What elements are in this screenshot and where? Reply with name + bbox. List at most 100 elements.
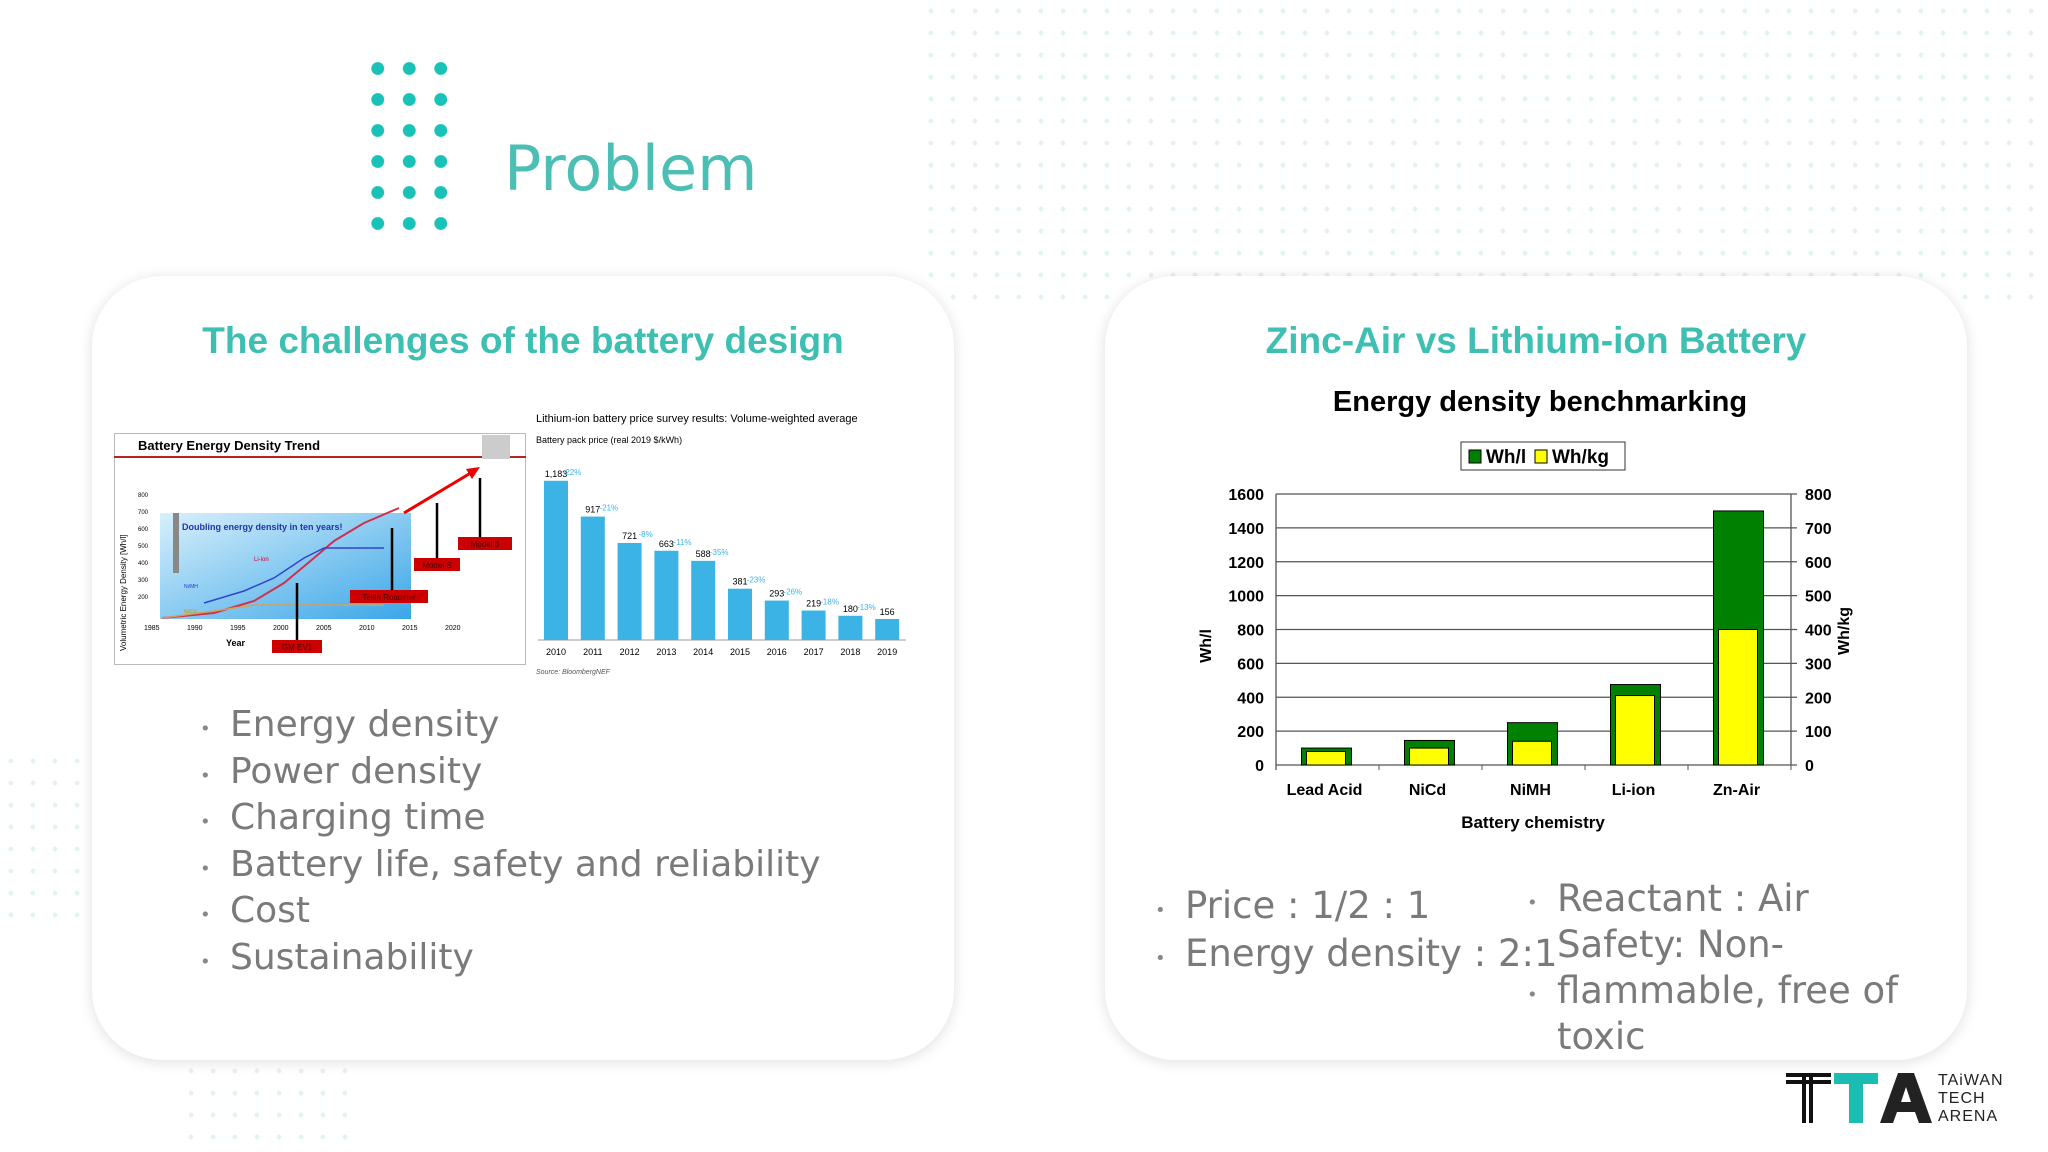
y-tick-label: 1000 [1228, 589, 1264, 606]
trend-series-nimh: Ni/MH [184, 584, 198, 590]
chart-legend [1460, 441, 1626, 471]
challenge-item: Sustainability [200, 935, 821, 982]
trend-callout-label: Model 3 [471, 540, 500, 549]
comparison-item: Energy density : 2:1 [1155, 930, 1558, 978]
page-title: Problem [504, 132, 758, 205]
y-tick-label: 1600 [1228, 487, 1264, 504]
price-bar [801, 610, 826, 640]
price-value-label: 1,183 [545, 469, 568, 479]
price-value-label: 721 [622, 531, 637, 541]
trend-xtick: 2020 [445, 625, 461, 632]
price-year-label: 2019 [877, 647, 897, 657]
challenges-list: Energy densityPower densityCharging time… [200, 702, 821, 981]
price-bar [728, 588, 752, 640]
y-tick-right-label: 300 [1805, 656, 1832, 673]
price-bar [654, 550, 679, 640]
bar-whkg-zn-air [1718, 629, 1758, 766]
price-bar [838, 615, 863, 640]
comparison-item: Safety: Non-flammable, free of toxic [1527, 922, 1967, 1060]
bar-whkg-nimh [1512, 740, 1552, 766]
comparison-card: Zinc-Air vs Lithium-ion Battery Energy d… [1105, 276, 1967, 1060]
challenge-item: Battery life, safety and reliability [200, 842, 821, 889]
battery-price-chart-image: Lithium-ion battery price survey results… [536, 413, 906, 676]
x-category-label: Li-ion [1612, 782, 1656, 799]
bar-whkg-nicd [1409, 747, 1449, 766]
x-category-label: NiCd [1409, 782, 1446, 799]
trend-callout-box [272, 640, 322, 653]
price-bar [764, 600, 789, 640]
decorative-dots-top-right [920, 0, 2048, 300]
price-change-label: -26% [783, 588, 802, 597]
battery-density-trend-image: Battery Energy Density Trend Volumetric … [114, 433, 526, 665]
legend-label-whl: Wh/l [1486, 447, 1526, 468]
price-change-label: -22% [563, 468, 582, 477]
price-source: Source: BloombergNEF [536, 669, 611, 676]
price-change-label: -23% [747, 576, 766, 585]
y-tick-label: 400 [1237, 690, 1264, 707]
bar-whkg-li-ion [1615, 695, 1655, 766]
price-subtitle: Battery pack price (real 2019 $/kWh) [536, 435, 682, 445]
price-value-label: 293 [769, 589, 784, 599]
y-axis-label: Wh/l [1198, 629, 1215, 663]
y-tick-right-label: 800 [1805, 487, 1832, 504]
trend-callout-box [350, 590, 428, 603]
challenge-item: Energy density [200, 702, 821, 749]
trend-ylabel: Volumetric Energy Density [Wh/l] [119, 535, 128, 651]
price-bar [580, 516, 605, 640]
header-dot-grid [362, 53, 458, 233]
y-tick-label: 0 [1255, 758, 1264, 775]
y-tick-right-label: 400 [1805, 623, 1832, 640]
price-change-label: -35% [710, 548, 729, 557]
trend-ytick: 600 [138, 527, 149, 533]
logo-text-taiwan: TAiWAN [1938, 1072, 2004, 1089]
legend-label-whkg: Wh/kg [1552, 447, 1609, 468]
price-year-label: 2012 [620, 647, 640, 657]
y-axis-right-label: Wh/kg [1836, 607, 1853, 655]
comparison-item: Reactant : Air [1527, 876, 1967, 922]
trend-series-nicd: Ni/Cd [184, 609, 197, 615]
price-bar [544, 480, 568, 640]
price-change-label: -8% [638, 530, 652, 539]
y-tick-right-label: 700 [1805, 521, 1832, 538]
trend-callout-box [414, 558, 460, 571]
trend-ytick: 300 [138, 578, 149, 584]
price-value-label: 180 [843, 604, 858, 614]
decorative-dots-bottom [180, 1060, 360, 1152]
trend-ytick: 400 [138, 561, 149, 567]
trend-xlabel: Year [226, 638, 246, 648]
trend-series-li-ion: Li-ion [254, 557, 269, 563]
y-tick-label: 200 [1237, 724, 1264, 741]
y-tick-label: 800 [1237, 623, 1264, 640]
challenges-title: The challenges of the battery design [202, 320, 844, 361]
price-change-label: -21% [599, 504, 618, 513]
y-tick-label: 1400 [1228, 521, 1264, 538]
trend-xtick: 2000 [273, 625, 289, 632]
trend-callout-label: Tesla Roadster [362, 593, 416, 602]
y-tick-right-label: 0 [1805, 758, 1814, 775]
trend-xtick: 1985 [144, 625, 160, 632]
energy-density-chart: Energy density benchmarking Wh/l Wh/kg 0… [1198, 386, 1853, 832]
price-change-label: -18% [820, 598, 839, 607]
y-tick-label: 1200 [1228, 555, 1264, 572]
y-tick-right-label: 600 [1805, 555, 1832, 572]
trend-title: Battery Energy Density Trend [138, 438, 320, 453]
price-value-label: 219 [806, 599, 821, 609]
price-bar [875, 619, 900, 640]
challenge-item: Cost [200, 888, 821, 935]
price-value-label: 381 [732, 577, 747, 587]
price-bar [617, 542, 642, 640]
trend-xtick: 2015 [402, 625, 418, 632]
y-tick-right-label: 500 [1805, 589, 1832, 606]
comparison-item: Price : 1/2 : 1 [1155, 882, 1558, 930]
trend-callout-box [458, 537, 512, 550]
tta-logo-mark [1786, 1073, 1932, 1123]
x-axis-label: Battery chemistry [1461, 813, 1605, 832]
trend-callout-label: Model S [422, 561, 451, 570]
price-year-label: 2016 [767, 647, 787, 657]
price-year-label: 2011 [583, 647, 602, 657]
comparison-list-left: Price : 1/2 : 1Energy density : 2:1 [1155, 882, 1558, 978]
price-year-label: 2017 [804, 647, 824, 657]
decorative-dots-left [0, 750, 90, 920]
trend-xtick: 1995 [230, 625, 246, 632]
price-year-label: 2015 [730, 647, 750, 657]
